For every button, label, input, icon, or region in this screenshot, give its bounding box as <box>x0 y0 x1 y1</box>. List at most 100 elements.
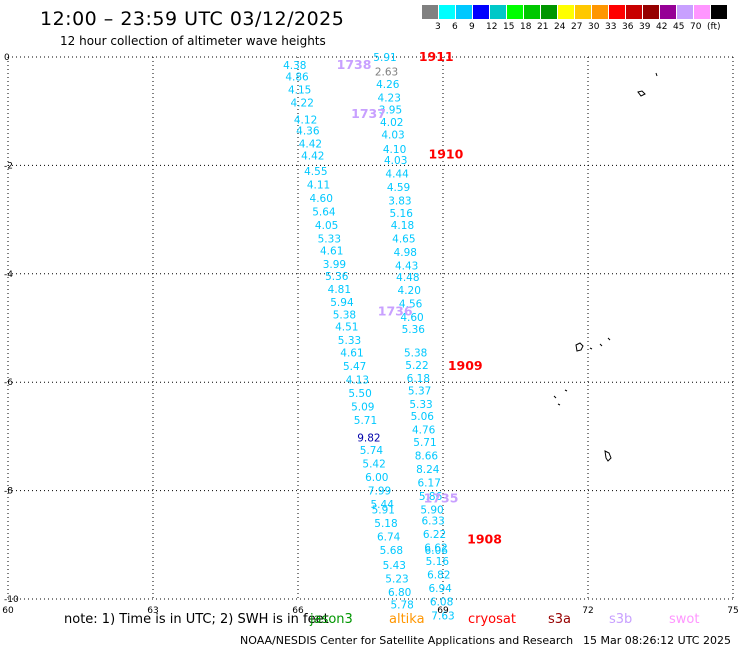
map-title: 12:00 – 23:59 UTC 03/12/2025 <box>40 8 345 30</box>
legend-swatch <box>609 5 625 19</box>
wave-height-value: 4.86 <box>285 72 309 84</box>
legend-swatch <box>660 5 676 19</box>
pass-number-label: 1735 <box>424 491 459 506</box>
island-shape <box>553 389 568 406</box>
wave-height-value: 4.23 <box>378 93 401 105</box>
wave-height-value: 4.76 <box>412 424 436 436</box>
islands <box>553 72 658 462</box>
wave-height-value: 5.86 <box>419 491 443 503</box>
legend-label: 18 <box>520 22 532 32</box>
wave-height-value: 4.05 <box>315 220 338 232</box>
legend-label: 45 <box>673 22 685 32</box>
satellite-legend-item: s3a <box>548 612 572 627</box>
legend-label: 30 <box>588 22 600 32</box>
lat-tick-label: -6 <box>4 378 13 388</box>
legend-swatch <box>558 5 574 19</box>
lon-tick-label: 60 <box>2 606 14 616</box>
lat-tick-label: -10 <box>4 595 19 605</box>
lon-tick-label: 75 <box>727 606 738 616</box>
pass-number-label: 1736 <box>378 304 413 319</box>
legend-label: 3 <box>435 22 441 32</box>
wave-height-value: 5.33 <box>318 234 341 246</box>
lon-tick-label: 63 <box>147 606 158 616</box>
wave-height-value: 6.33 <box>421 515 444 527</box>
wave-height-value: 4.03 <box>381 130 404 142</box>
legend-swatch <box>456 5 472 19</box>
wave-height-value: 5.36 <box>325 271 349 283</box>
legend-swatch <box>524 5 540 19</box>
graticule <box>7 56 734 600</box>
wave-height-value: 5.38 <box>333 309 356 321</box>
legend-label: 36 <box>622 22 634 32</box>
wave-height-value: 6.00 <box>365 472 388 484</box>
legend-label: 33 <box>605 22 617 32</box>
pass-number-label: 1910 <box>429 147 464 162</box>
wave-height-value: 4.60 <box>400 312 423 324</box>
legend-swatch <box>473 5 489 19</box>
island-shape <box>637 90 646 97</box>
legend-swatch <box>439 5 455 19</box>
pass-number-label: 1908 <box>467 531 502 546</box>
lat-tick-label: -4 <box>4 270 13 280</box>
wave-height-value: 4.12 <box>294 114 317 126</box>
legend-swatch <box>677 5 693 19</box>
wave-height-value: 4.42 <box>301 151 324 163</box>
wave-height-value: 4.22 <box>291 98 314 110</box>
generated-timestamp: 15 Mar 08:26:12 UTC 2025 <box>583 634 731 647</box>
wave-height-value: 5.91 <box>372 505 395 517</box>
wave-height-value: 4.43 <box>395 261 418 273</box>
island-shape <box>655 72 658 77</box>
lon-tick-label: 66 <box>292 606 304 616</box>
wave-height-value: 4.81 <box>328 284 351 296</box>
wave-height-value: 4.55 <box>304 166 327 178</box>
wave-height-value: 5.06 <box>411 411 435 423</box>
credit-line: NOAA/NESDIS Center for Satellite Applica… <box>240 634 574 647</box>
wave-height-value: 4.60 <box>310 193 333 205</box>
pass-labels: 1911 1910 1909 1908 1738 1737 1736 1735 <box>337 49 502 546</box>
wave-height-value: 6.94 <box>428 583 452 595</box>
legend-swatch <box>694 5 710 19</box>
wave-height-value: 5.37 <box>408 385 431 397</box>
wave-height-value: 7.63 <box>431 610 454 622</box>
wave-height-value: 4.61 <box>320 245 343 257</box>
wave-height-value: 4.65 <box>392 234 415 246</box>
wave-height-value: 4.59 <box>387 182 410 194</box>
wave-height-value: 5.74 <box>360 445 384 457</box>
wave-height-value: 5.64 <box>312 206 336 218</box>
legend-label: 15 <box>503 22 515 32</box>
satellite-legend-item: altika <box>389 612 425 627</box>
wave-height-value: 5.23 <box>385 573 408 585</box>
wave-height-value: 5.68 <box>380 545 403 557</box>
legend-label: 6 <box>452 22 458 32</box>
map-subtitle: 12 hour collection of altimeter wave hei… <box>60 34 326 48</box>
pass-number-label: 1737 <box>351 106 386 121</box>
legend-swatch <box>541 5 557 19</box>
wave-height-value: 6.18 <box>407 373 430 385</box>
wave-height-value: 5.38 <box>404 347 427 359</box>
legend-label: (ft) <box>707 22 721 32</box>
wave-height-value: 5.33 <box>338 335 361 347</box>
wave-height-value: 6.22 <box>423 529 446 541</box>
legend-swatch <box>507 5 523 19</box>
pass-number-label: 1738 <box>337 57 372 72</box>
wave-height-value: 6.82 <box>427 570 450 582</box>
wave-height-value: 4.11 <box>307 179 330 191</box>
wave-height-value: 6.17 <box>418 477 441 489</box>
wave-height-value: 5.91 <box>373 52 396 64</box>
wave-height-value: 4.51 <box>335 321 358 333</box>
wave-height-value: 6.62 <box>424 543 447 555</box>
wave-height-value: 4.36 <box>296 126 320 138</box>
wave-height-value: 5.71 <box>413 437 436 449</box>
lon-tick-label: 69 <box>437 606 449 616</box>
pass-number-label: 1911 <box>419 49 454 64</box>
pass-number-label: 1909 <box>448 358 483 373</box>
wave-height-value: 2.63 <box>375 67 398 79</box>
wave-height-value: 5.47 <box>343 361 366 373</box>
wave-height-value: 3.83 <box>388 196 411 208</box>
legend-label: 27 <box>571 22 583 32</box>
wave-height-value: 5.18 <box>374 518 397 530</box>
legend-swatch <box>592 5 608 19</box>
legend-swatch <box>711 5 727 19</box>
lat-tick-label: 0 <box>4 53 10 63</box>
